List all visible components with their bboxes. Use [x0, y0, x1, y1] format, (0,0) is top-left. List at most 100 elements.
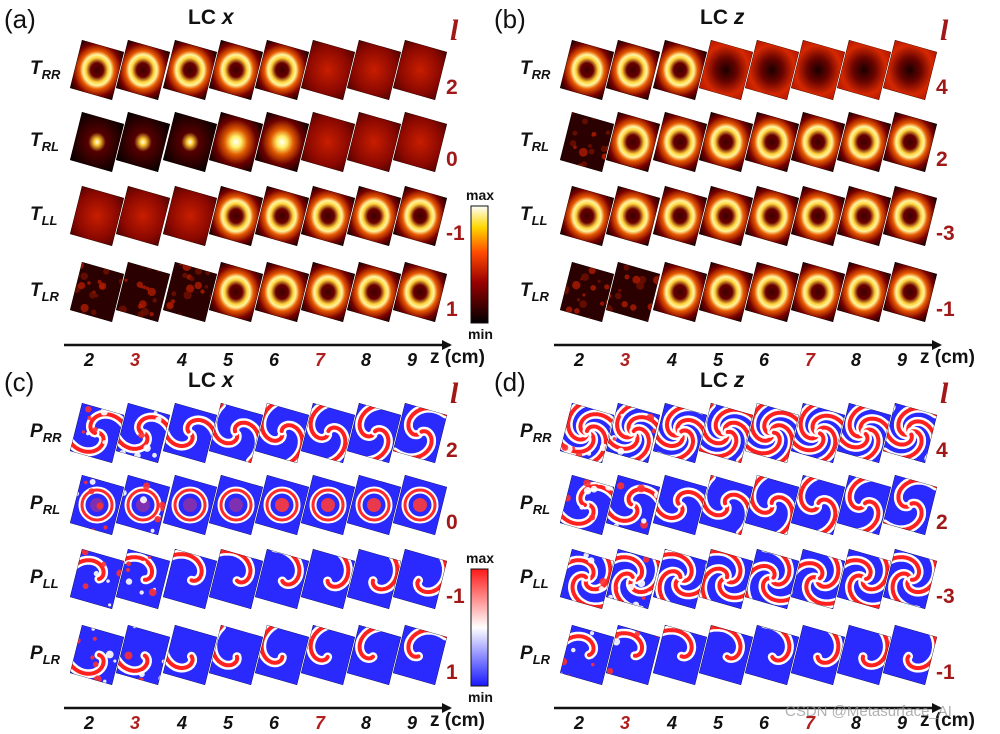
field-tile: [255, 625, 309, 685]
field-tile: [745, 112, 799, 172]
row-label-sub: LR: [41, 288, 59, 304]
l-value: -3: [936, 222, 955, 245]
field-tile: [560, 40, 614, 100]
z-tick: 5: [223, 713, 234, 733]
row-label-sub: RL: [41, 138, 59, 154]
l-value: 0: [446, 148, 458, 171]
field-tile: [347, 549, 401, 609]
z-unit: z (cm): [430, 710, 485, 731]
field-tile: [791, 475, 845, 535]
field-tile: [255, 40, 309, 100]
field-tile: [653, 262, 707, 322]
row-label-sub: RR: [531, 66, 551, 82]
row-label: PRR: [30, 421, 61, 445]
panel-letter: (d): [494, 367, 526, 397]
field-tile: [70, 475, 124, 535]
field-tile: [883, 112, 937, 172]
field-tile: [301, 112, 355, 172]
row-label-sub: LL: [42, 575, 59, 591]
field-tile: [560, 186, 614, 246]
row-label-sub: RR: [42, 429, 62, 445]
field-tile: [883, 186, 937, 246]
panel-c-tiles: [64, 403, 452, 713]
z-tick: 8: [851, 350, 862, 370]
field-tile: [883, 549, 937, 609]
field-tile: [209, 40, 263, 100]
colorbar-min: min: [468, 689, 493, 705]
field-tile: [301, 262, 355, 322]
panel-letter: (c): [4, 367, 35, 397]
panel-d-tiles: [554, 403, 942, 713]
field-tile: [699, 186, 753, 246]
field-tile: [883, 625, 937, 685]
l-value: -3: [936, 585, 955, 608]
field-tile: [393, 549, 447, 609]
field-tile: [653, 475, 707, 535]
field-tile: [301, 186, 355, 246]
row-label-name: P: [30, 493, 43, 514]
row-label-name: T: [30, 204, 42, 225]
field-tile: [70, 262, 124, 322]
field-tile: [653, 549, 707, 609]
field-tile: [791, 112, 845, 172]
l-value: 4: [936, 76, 948, 99]
z-tick: 6: [759, 350, 770, 370]
field-tile: [653, 186, 707, 246]
l-value: -1: [446, 222, 465, 245]
z-tick: 6: [269, 350, 280, 370]
panel-b-tiles: [554, 40, 942, 350]
row-label-name: P: [30, 567, 43, 588]
field-tile: [163, 475, 217, 535]
field-tile: [393, 262, 447, 322]
title-prefix: LC: [188, 369, 222, 392]
row-label-sub: LL: [41, 212, 58, 228]
field-tile: [560, 262, 614, 322]
colorbar: [470, 205, 489, 324]
field-tile: [745, 625, 799, 685]
field-tile: [209, 625, 263, 685]
row-label-name: P: [30, 421, 43, 442]
field-tile: [116, 186, 170, 246]
z-tick: 8: [361, 350, 372, 370]
field-tile: [699, 403, 753, 463]
field-tile: [791, 403, 845, 463]
panel-title: LC x: [188, 6, 234, 30]
row-label-sub: RL: [531, 138, 549, 154]
field-tile: [791, 262, 845, 322]
title-prefix: LC: [700, 369, 734, 392]
row-label-sub: LL: [532, 575, 549, 591]
row-label: TLL: [30, 204, 58, 228]
field-tile: [163, 112, 217, 172]
row-label-name: P: [520, 643, 533, 664]
field-tile: [653, 40, 707, 100]
field-tile: [883, 475, 937, 535]
field-tile: [255, 112, 309, 172]
title-prefix: LC: [700, 6, 734, 29]
row-label-sub: RR: [41, 66, 61, 82]
row-label: TLR: [520, 280, 549, 304]
field-tile: [393, 475, 447, 535]
row-label: TRL: [30, 130, 59, 154]
l-symbol: l: [450, 14, 459, 47]
z-tick: 3: [130, 713, 141, 733]
field-tile: [791, 625, 845, 685]
field-tile: [209, 403, 263, 463]
field-tile: [163, 549, 217, 609]
field-tile: [699, 262, 753, 322]
l-value: 1: [446, 661, 458, 684]
field-tile: [393, 625, 447, 685]
field-tile: [699, 40, 753, 100]
field-tile: [209, 475, 263, 535]
row-label-name: T: [520, 130, 532, 151]
field-tile: [70, 625, 124, 685]
field-tile: [883, 403, 937, 463]
field-tile: [163, 262, 217, 322]
field-tile: [163, 40, 217, 100]
field-tile: [745, 186, 799, 246]
panel-title: LC x: [188, 369, 234, 393]
row-label-name: T: [30, 280, 42, 301]
title-variable: x: [221, 369, 234, 392]
row-label: PLR: [30, 643, 60, 667]
field-tile: [393, 403, 447, 463]
field-tile: [606, 549, 660, 609]
